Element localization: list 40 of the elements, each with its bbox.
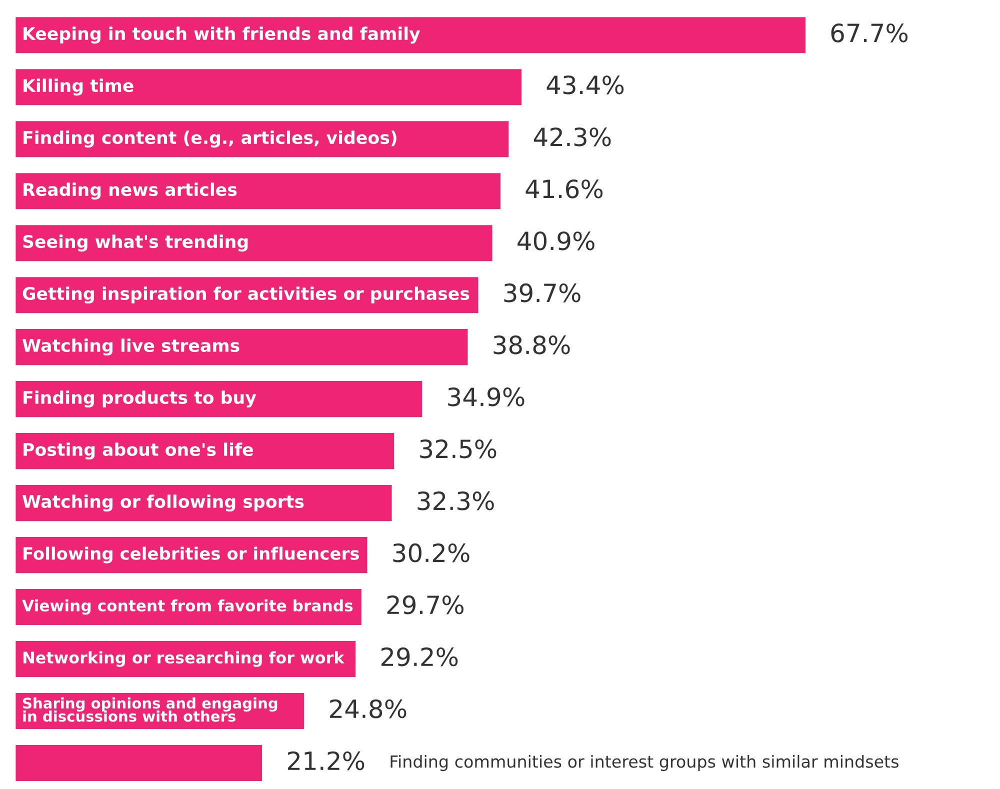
data-label: 38.8% bbox=[494, 335, 570, 354]
data-label: 34.9% bbox=[448, 387, 524, 406]
y-tick-label: Seeing what's trending bbox=[23, 234, 248, 252]
bar bbox=[15, 484, 394, 522]
data-label: 32.3% bbox=[418, 491, 494, 510]
data-label: 24.8% bbox=[330, 699, 406, 718]
y-tick-label: Finding products to buy bbox=[24, 390, 256, 408]
y-tick-label: Networking or researching for work bbox=[23, 651, 345, 667]
data-label: 42.3% bbox=[534, 127, 611, 146]
bar bbox=[15, 68, 523, 107]
y-tick-label: Sharing opinions and engaging in discussions with others bbox=[23, 697, 278, 722]
data-label: 39.7% bbox=[504, 283, 580, 302]
bar bbox=[15, 120, 510, 159]
y-tick-label: Killing time bbox=[24, 78, 134, 96]
bar bbox=[15, 16, 807, 55]
bar bbox=[15, 328, 470, 366]
data-label: 30.2% bbox=[393, 543, 470, 562]
y-tick-label: Watching or following sports bbox=[22, 494, 304, 512]
data-label: 43.4% bbox=[546, 75, 624, 94]
y-tick-label: Following celebrities or influencers bbox=[24, 546, 359, 564]
bar bbox=[15, 744, 264, 782]
data-label: 40.9% bbox=[518, 231, 594, 250]
data-label: 29.2% bbox=[381, 647, 458, 666]
data-label: 32.5% bbox=[420, 439, 496, 458]
y-tick-label: Reading news articles bbox=[24, 182, 237, 200]
bar bbox=[15, 224, 494, 263]
data-label: 21.2% bbox=[288, 751, 364, 770]
data-label: 29.7% bbox=[387, 595, 464, 614]
y-tick-label: Finding content (e.g., articles, videos) bbox=[24, 130, 396, 148]
y-tick-label: Posting about one's life bbox=[24, 442, 253, 460]
bar bbox=[15, 432, 396, 470]
y-tick-label: Finding communities or interest groups with similar mindsets bbox=[390, 754, 898, 772]
bar bbox=[15, 380, 424, 418]
data-label: 41.6% bbox=[526, 179, 603, 198]
y-tick-label: Keeping in touch with friends and family bbox=[24, 26, 420, 44]
y-tick-label: Viewing content from favorite brands bbox=[22, 599, 353, 615]
data-label: 67.7% bbox=[831, 23, 908, 42]
y-tick-label: Watching live streams bbox=[22, 338, 240, 356]
y-tick-label: Getting inspiration for activities or purchases bbox=[22, 286, 470, 304]
bar bbox=[15, 172, 502, 211]
